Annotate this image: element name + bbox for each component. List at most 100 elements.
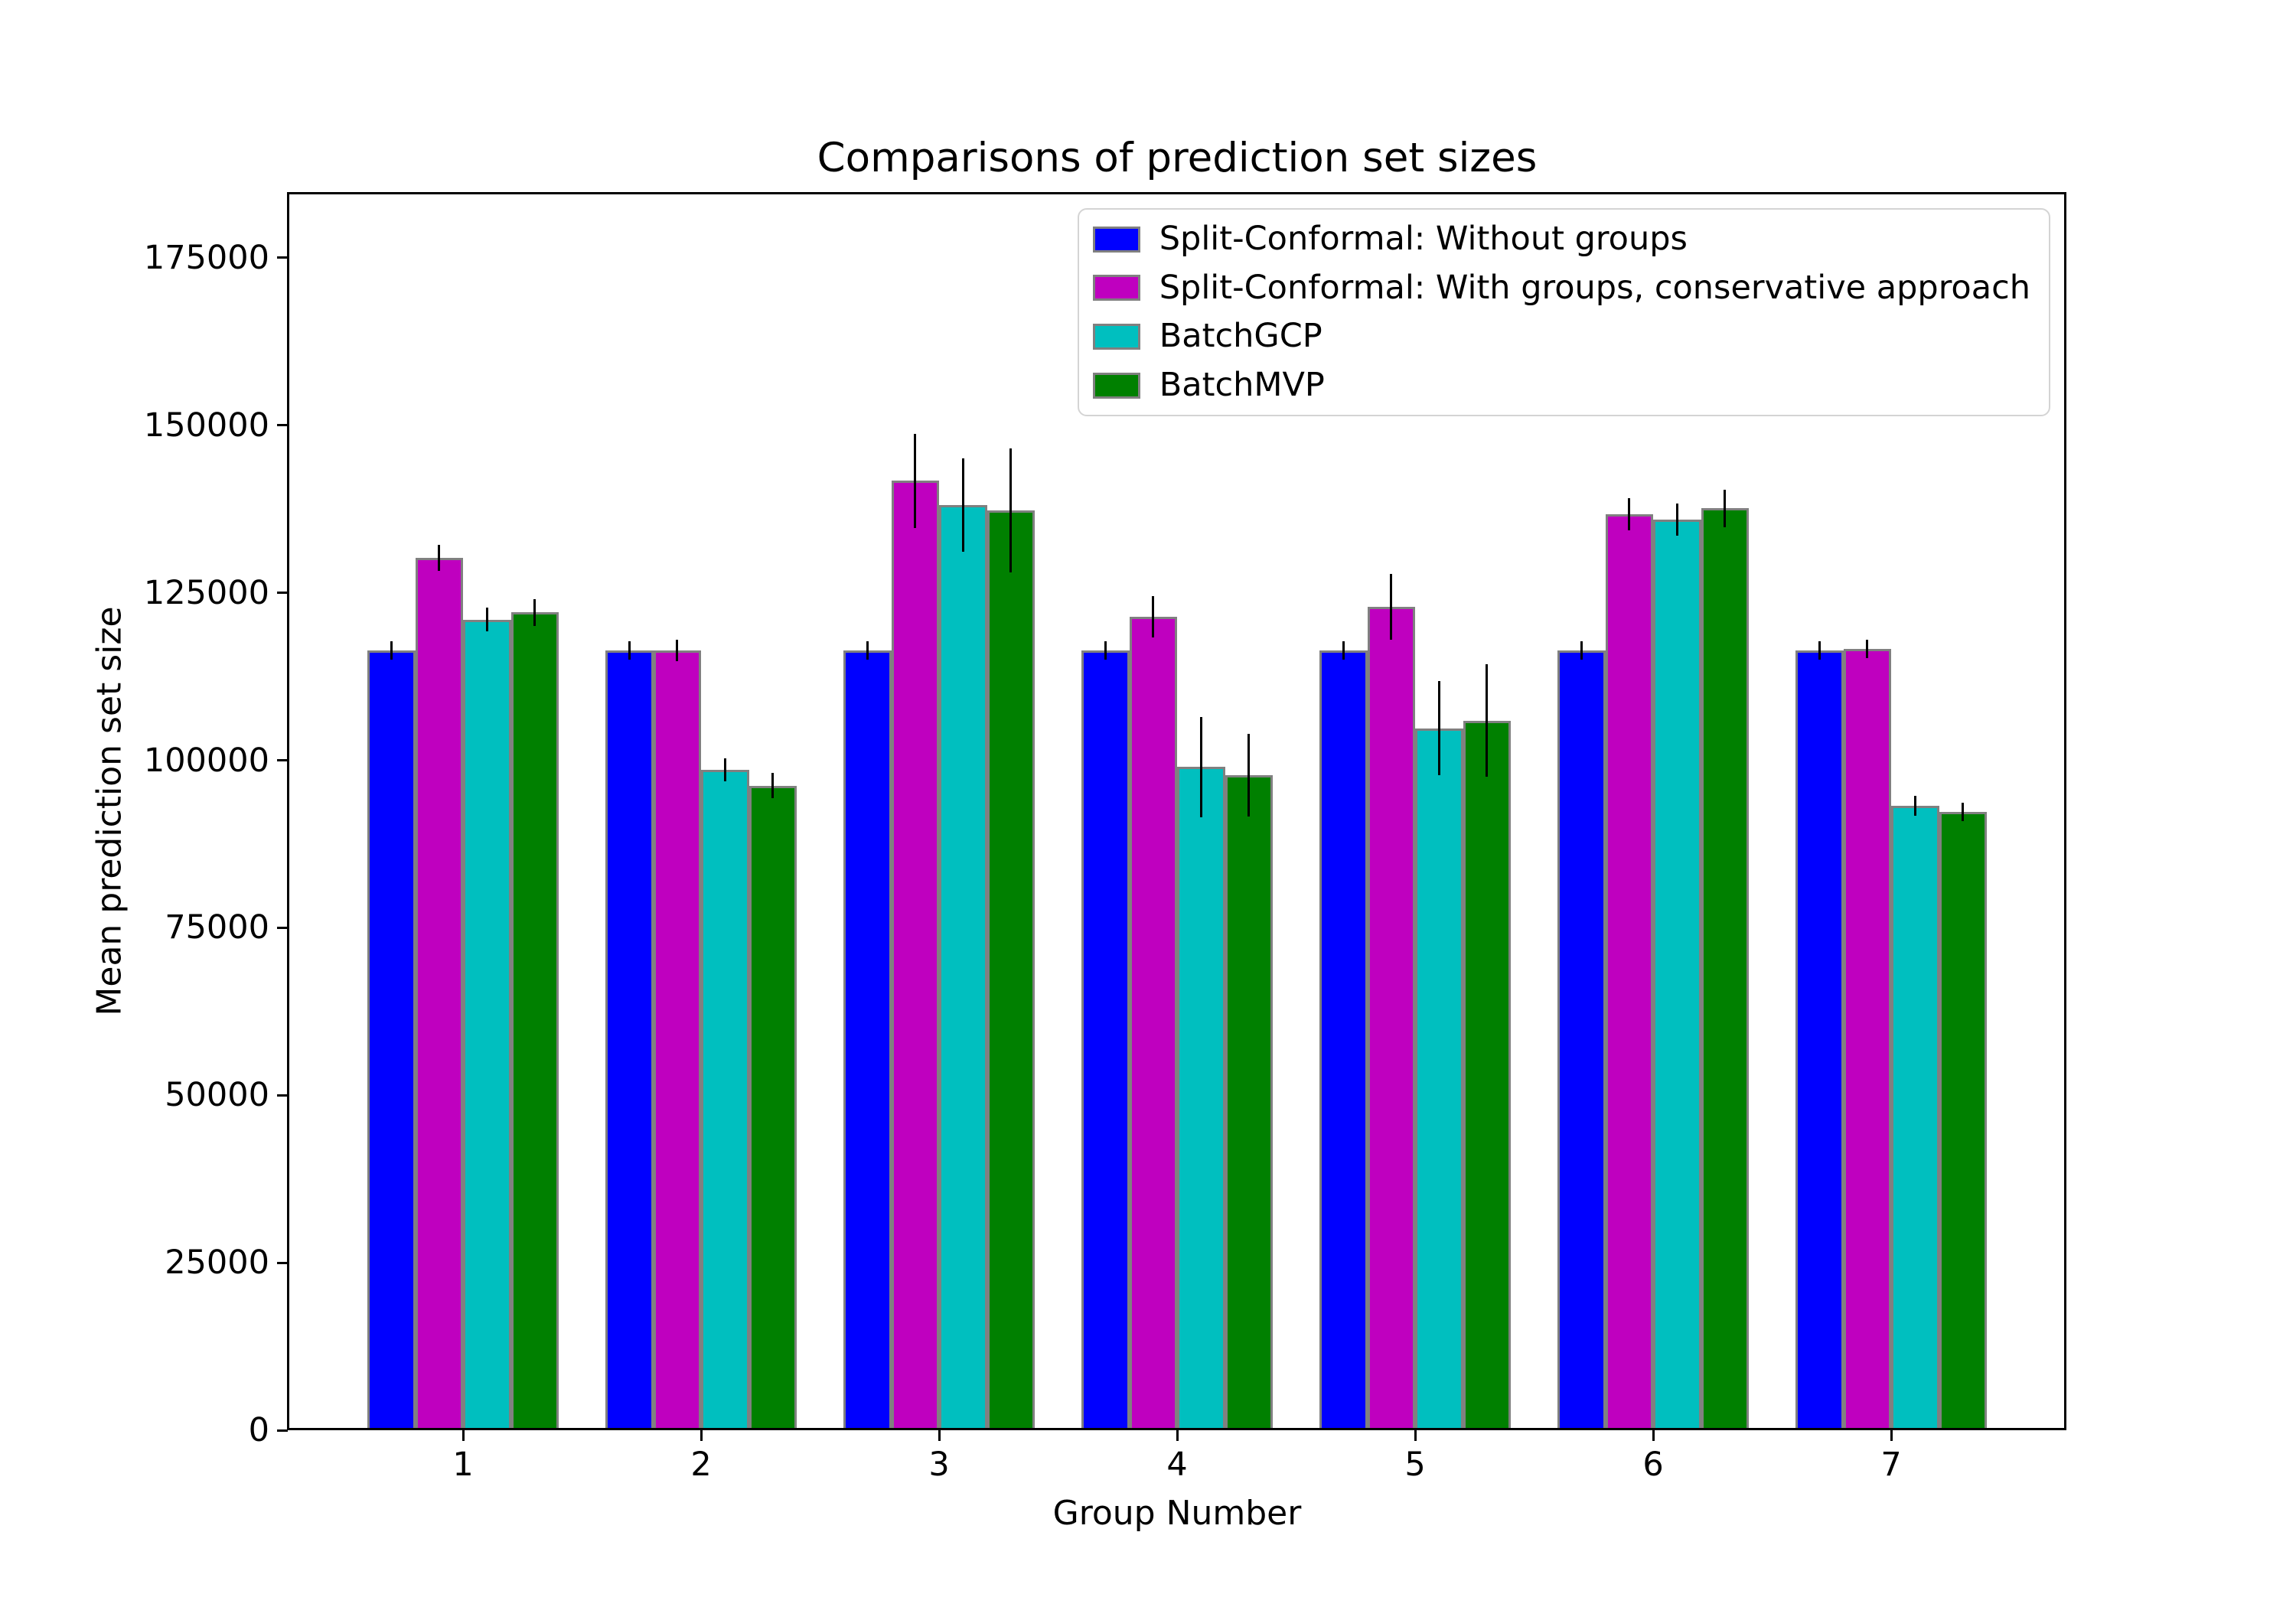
bar-split-conformal-without-groups-group-6 — [1557, 650, 1606, 1430]
bar-batchgcp-group-6 — [1653, 520, 1701, 1430]
y-tick — [277, 256, 288, 259]
y-tick-label: 0 — [248, 1411, 269, 1449]
error-bar — [771, 773, 775, 799]
x-tick-label: 4 — [1166, 1446, 1188, 1484]
legend-item-batchmvp: BatchMVP — [1092, 365, 2030, 406]
legend-swatch-cyan — [1092, 323, 1140, 350]
bar-split-conformal-with-groups-conservative-approach-group-1 — [415, 558, 463, 1430]
bar-split-conformal-without-groups-group-1 — [367, 650, 416, 1430]
bar-batchmvp-group-3 — [987, 510, 1035, 1430]
legend-item-split-conformal-without-groups: Split-Conformal: Without groups — [1092, 220, 2030, 259]
bar-split-conformal-with-groups-conservative-approach-group-2 — [653, 650, 701, 1430]
legend: Split-Conformal: Without groups Split-Co… — [1077, 208, 2050, 417]
x-tick-label: 7 — [1880, 1446, 1902, 1484]
legend-swatch-green — [1092, 372, 1140, 399]
legend-swatch-magenta — [1092, 275, 1140, 302]
error-bar — [1486, 664, 1489, 777]
error-bar — [1628, 498, 1631, 531]
error-bar — [676, 639, 679, 661]
y-tick-label: 75000 — [165, 908, 269, 947]
bar-split-conformal-with-groups-conservative-approach-group-6 — [1605, 514, 1653, 1430]
legend-item-batchgcp: BatchGCP — [1092, 317, 2030, 357]
y-tick — [277, 1261, 288, 1264]
y-tick — [277, 926, 288, 929]
x-tick-label: 1 — [452, 1446, 474, 1484]
legend-swatch-blue — [1092, 226, 1140, 253]
y-tick — [277, 1094, 288, 1097]
error-bar — [1437, 681, 1440, 775]
y-tick-label: 100000 — [143, 741, 269, 780]
bar-batchmvp-group-2 — [748, 785, 797, 1430]
x-tick — [700, 1430, 703, 1441]
x-tick-label: 3 — [928, 1446, 950, 1484]
y-tick-label: 50000 — [165, 1076, 269, 1115]
bar-batchgcp-group-4 — [1177, 767, 1225, 1430]
legend-label: Split-Conformal: Without groups — [1159, 220, 1688, 258]
error-bar — [1009, 448, 1013, 572]
error-bar — [914, 434, 917, 528]
error-bar — [1818, 641, 1821, 660]
bar-split-conformal-without-groups-group-3 — [843, 650, 892, 1430]
error-bar — [723, 758, 726, 781]
bar-batchgcp-group-3 — [939, 504, 987, 1430]
bar-split-conformal-without-groups-group-4 — [1081, 650, 1130, 1430]
error-bar — [1342, 641, 1345, 660]
bar-batchgcp-group-5 — [1415, 728, 1463, 1430]
x-tick-label: 2 — [690, 1446, 712, 1484]
x-tick-label: 6 — [1642, 1446, 1664, 1484]
error-bar — [628, 641, 631, 660]
bar-batchgcp-group-1 — [463, 619, 511, 1430]
bar-split-conformal-with-groups-conservative-approach-group-3 — [891, 481, 939, 1430]
legend-label: BatchGCP — [1159, 317, 1322, 356]
chart-title: Comparisons of prediction set sizes — [817, 135, 1538, 181]
bar-split-conformal-with-groups-conservative-approach-group-7 — [1843, 649, 1891, 1430]
x-axis-label: Group Number — [1052, 1494, 1302, 1533]
x-tick — [1652, 1430, 1655, 1441]
error-bar — [1724, 489, 1727, 527]
x-tick — [1414, 1430, 1417, 1441]
y-tick-label: 150000 — [143, 406, 269, 445]
bar-batchgcp-group-7 — [1891, 806, 1939, 1430]
x-tick — [461, 1430, 465, 1441]
error-bar — [1962, 802, 1965, 822]
bar-split-conformal-without-groups-group-5 — [1319, 650, 1368, 1430]
x-tick-label: 5 — [1404, 1446, 1426, 1484]
error-bar — [1675, 504, 1678, 536]
error-bar — [1580, 641, 1583, 660]
y-tick — [277, 1429, 288, 1432]
bar-batchgcp-group-2 — [701, 769, 749, 1430]
legend-label: BatchMVP — [1159, 365, 1325, 404]
x-tick — [938, 1430, 941, 1441]
bar-split-conformal-with-groups-conservative-approach-group-4 — [1129, 617, 1177, 1430]
error-bar — [866, 641, 869, 660]
error-bar — [1199, 716, 1202, 817]
bar-batchmvp-group-5 — [1463, 720, 1511, 1430]
legend-label: Split-Conformal: With groups, conservati… — [1159, 268, 2030, 307]
y-tick-label: 175000 — [143, 238, 269, 277]
legend-item-split-conformal-with-groups: Split-Conformal: With groups, conservati… — [1092, 268, 2030, 308]
bar-batchmvp-group-4 — [1225, 774, 1273, 1430]
y-tick-label: 25000 — [165, 1244, 269, 1283]
y-tick-label: 125000 — [143, 573, 269, 612]
error-bar — [1104, 641, 1107, 660]
y-tick — [277, 592, 288, 595]
error-bar — [1152, 596, 1155, 638]
bar-split-conformal-with-groups-conservative-approach-group-5 — [1367, 607, 1415, 1430]
bar-batchmvp-group-1 — [510, 612, 559, 1430]
y-tick — [277, 759, 288, 762]
error-bar — [485, 607, 488, 632]
y-tick — [277, 424, 288, 427]
bar-split-conformal-without-groups-group-7 — [1795, 650, 1844, 1430]
error-bar — [961, 458, 964, 553]
x-tick — [1176, 1430, 1179, 1441]
error-bar — [438, 545, 441, 571]
error-bar — [1390, 574, 1393, 640]
error-bar — [533, 598, 536, 626]
error-bar — [1913, 795, 1916, 817]
error-bar — [1866, 639, 1869, 659]
error-bar — [1247, 733, 1251, 817]
error-bar — [390, 641, 393, 660]
